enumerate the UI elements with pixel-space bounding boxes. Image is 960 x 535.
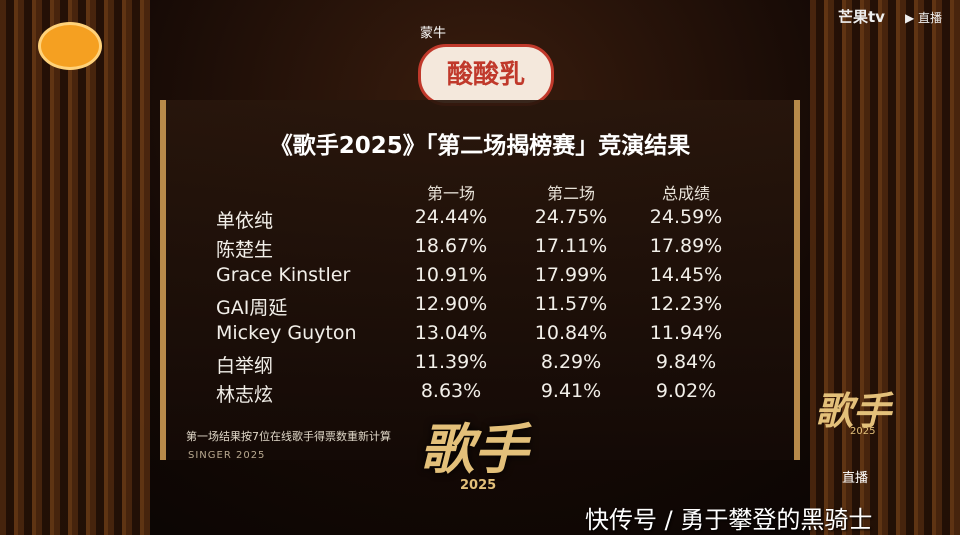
results-panel: 《歌手2025》「第二场揭榜赛」竞演结果 第一场 第二场 总成绩单依纯 24.44% 2… [160, 100, 800, 461]
channel-name: 芒果tv [838, 8, 885, 26]
curtain-left [0, 0, 150, 535]
singer-name: Mickey Guyton [216, 322, 357, 344]
column-header: 第一场 [426, 184, 475, 203]
vote-share: 24.44% [414, 206, 488, 228]
corner-live: 直播 [842, 471, 869, 486]
vote-share: 10.84% [534, 322, 608, 344]
singer-name: 陈楚生 [216, 239, 274, 261]
vote-share: 10.91% [414, 264, 488, 286]
footnote: 第一场结果按7位在线歌手得票数重新计算 [186, 430, 391, 443]
column-header: 第二场 [546, 184, 595, 203]
show-logo: 歌手 [420, 418, 528, 481]
vote-share: 13.04% [414, 322, 488, 344]
vote-share: 17.11% [534, 235, 608, 257]
singer-name: 单依纯 [216, 210, 274, 232]
singer-name: Grace Kinstler [216, 264, 351, 286]
vote-share: 14.45% [649, 264, 723, 286]
vote-share: 18.67% [414, 235, 488, 257]
singer-name: 林志炫 [216, 384, 274, 406]
vote-share: 11.94% [649, 322, 723, 344]
tagline: SINGER 2025 [188, 450, 266, 461]
watermark: 快传号 / 勇于攀登的黑骑士 [585, 506, 873, 534]
vote-share: 24.59% [649, 206, 723, 228]
curtain-right [810, 0, 960, 535]
vote-share: 17.99% [534, 264, 608, 286]
live-label: ▶ 直播 [905, 11, 943, 25]
vote-share: 8.29% [540, 351, 602, 373]
column-header: 总成绩 [661, 184, 710, 203]
singer-name: 白举纲 [216, 355, 274, 377]
singer-name: GAI周延 [216, 297, 288, 319]
vote-share: 9.41% [540, 380, 602, 402]
vote-share: 17.89% [649, 235, 723, 257]
sponsor-product: 酸酸乳 [418, 44, 554, 106]
vote-share: 12.90% [414, 293, 488, 315]
live-text: 直播 [918, 11, 943, 25]
vote-share: 24.75% [534, 206, 608, 228]
corner-logo-year: 2025 [850, 426, 876, 437]
show-logo-year: 2025 [460, 478, 497, 493]
corner-logo: 歌手 [815, 389, 892, 433]
sponsor-brand: 蒙牛 [420, 26, 447, 41]
vote-share: 8.63% [420, 380, 482, 402]
vote-share: 9.84% [655, 351, 717, 373]
vote-share: 11.57% [534, 293, 608, 315]
panel-title: 《歌手2025》「第二场揭榜赛」竞演结果 [269, 133, 691, 159]
channel-logo [38, 22, 102, 70]
vote-share: 9.02% [655, 380, 717, 402]
vote-share: 12.23% [649, 293, 723, 315]
vote-share: 11.39% [414, 351, 488, 373]
